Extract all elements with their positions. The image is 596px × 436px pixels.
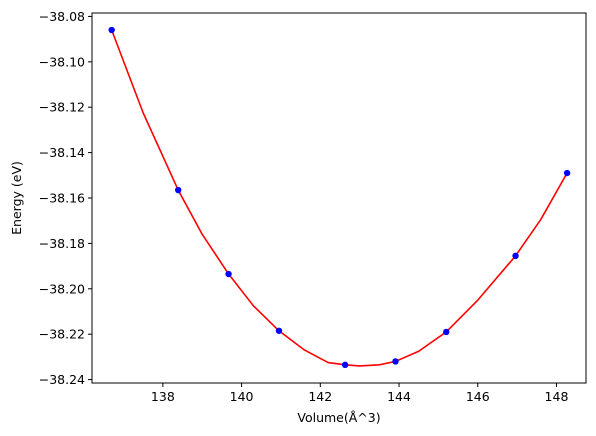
x-axis-ticks: 138 140 142 144 146 148 (151, 383, 569, 404)
fit-curve (110, 29, 568, 367)
x-tick-label: 138 (151, 389, 175, 404)
y-tick-label: −38.12 (39, 100, 85, 115)
x-tick-label: 144 (387, 389, 411, 404)
y-axis-label: Energy (eV) (9, 161, 24, 235)
plot-area (108, 26, 571, 369)
x-tick-label: 140 (230, 389, 254, 404)
data-point (392, 358, 399, 365)
x-tick-label: 146 (466, 389, 490, 404)
data-point (443, 328, 450, 336)
x-tick-label: 142 (308, 389, 332, 404)
plot-frame (91, 12, 587, 384)
data-point (175, 186, 182, 194)
y-axis-ticks: −38.24 −38.22 −38.20 −38.18 −38.16 −38.14 −38.… (39, 9, 92, 387)
y-tick-label: −38.16 (39, 191, 85, 206)
y-tick-label: −38.08 (39, 9, 85, 24)
data-point (225, 270, 232, 278)
y-tick-label: −38.18 (39, 236, 85, 251)
y-tick-label: −38.14 (39, 145, 85, 160)
y-tick-label: −38.22 (39, 327, 85, 342)
x-tick-label: 148 (545, 389, 569, 404)
data-point (563, 169, 571, 177)
data-point (341, 361, 349, 369)
y-tick-label: −38.20 (39, 281, 85, 296)
x-axis-label: Volume(Å^3) (297, 410, 380, 425)
y-tick-label: −38.24 (39, 372, 85, 387)
data-point (275, 327, 283, 334)
y-tick-label: −38.10 (39, 54, 85, 69)
data-point (108, 26, 115, 34)
data-point (512, 252, 519, 260)
